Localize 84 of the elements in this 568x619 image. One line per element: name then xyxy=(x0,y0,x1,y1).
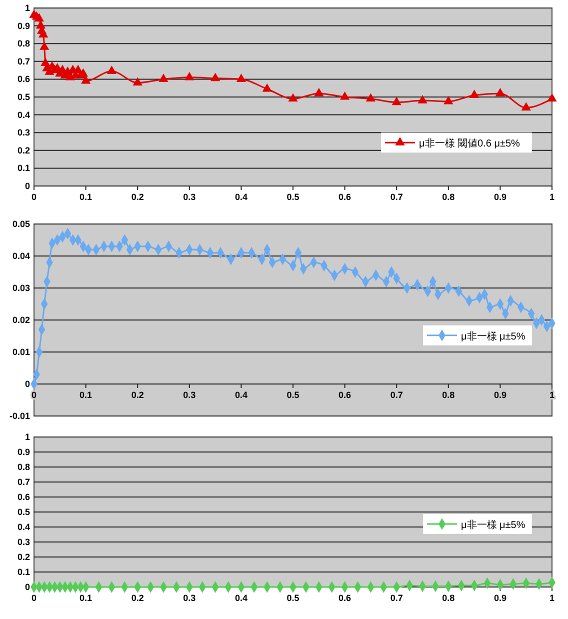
legend-label: μ非一様 μ±5% xyxy=(461,330,526,342)
y-tick-label: 0.7 xyxy=(17,56,30,66)
x-tick-label: 0.5 xyxy=(286,593,300,603)
y-tick-label: 0 xyxy=(24,181,30,191)
x-tick-label: 0.9 xyxy=(494,593,506,603)
point xyxy=(366,93,376,102)
y-tick-label: 0.2 xyxy=(17,145,30,156)
x-tick-label: 0.2 xyxy=(131,390,144,400)
y-tick-label: 0.2 xyxy=(17,552,30,562)
x-tick-label: 0.7 xyxy=(390,390,403,400)
point xyxy=(340,91,350,100)
point xyxy=(392,96,402,106)
legend-label: μ非一様 μ±5% xyxy=(461,519,526,531)
point xyxy=(262,83,272,92)
y-tick-label: 0.04 xyxy=(12,251,30,261)
point xyxy=(40,42,50,50)
x-tick-label: 1 xyxy=(549,593,555,603)
point xyxy=(521,102,531,110)
x-tick-label: 0.6 xyxy=(338,192,352,202)
x-tick-label: 0.4 xyxy=(234,390,248,400)
x-tick-label: 0.7 xyxy=(390,593,403,603)
y-tick-label: 0 xyxy=(24,582,30,592)
y-tick-label: 0.03 xyxy=(12,283,30,293)
y-tick-label: 0.5 xyxy=(17,92,30,102)
x-tick-label: 0.4 xyxy=(234,192,248,202)
point xyxy=(158,74,168,82)
point xyxy=(418,95,428,104)
y-tick-label: 0.4 xyxy=(17,522,30,532)
point xyxy=(495,88,506,96)
x-tick-label: 0.2 xyxy=(131,593,144,603)
x-tick-label: 0.8 xyxy=(442,593,455,603)
point xyxy=(184,72,194,80)
x-tick-label: 0.1 xyxy=(80,593,92,603)
x-tick-label: 1 xyxy=(549,192,555,202)
y-tick-label: 0.9 xyxy=(17,447,30,457)
legend-label: μ非一様 閾値0.6 μ±5% xyxy=(419,138,520,150)
x-tick-label: 0.1 xyxy=(80,390,92,400)
y-tick-label: 0.8 xyxy=(17,38,30,49)
y-tick-label: 1 xyxy=(24,432,30,442)
y-tick-label: 0.3 xyxy=(17,537,30,547)
x-tick-label: 0.6 xyxy=(338,390,352,400)
x-tick-label: 0.8 xyxy=(442,390,455,400)
y-tick-label: 0.6 xyxy=(17,492,30,502)
y-tick-label: 1 xyxy=(24,3,30,13)
y-tick-label: 0.01 xyxy=(12,347,30,357)
point xyxy=(236,74,246,82)
y-tick-label: 0.8 xyxy=(17,462,30,472)
y-tick-label: 0.4 xyxy=(17,110,30,120)
x-tick-label: 0.6 xyxy=(338,593,352,603)
point xyxy=(288,93,298,102)
y-tick-label: 0 xyxy=(24,379,30,389)
y-tick-label: 0.6 xyxy=(17,74,30,84)
y-tick-label: 0.3 xyxy=(17,128,30,138)
x-tick-label: 0.8 xyxy=(442,192,455,202)
x-tick-label: 0.3 xyxy=(183,192,196,202)
point xyxy=(444,96,454,104)
y-tick-label: 0.5 xyxy=(17,507,30,517)
y-tick-label: 0.9 xyxy=(17,20,30,31)
y-tick-label: 0.02 xyxy=(12,315,30,325)
x-tick-label: 0.9 xyxy=(494,192,506,202)
x-tick-label: 0 xyxy=(31,593,37,603)
y-tick-label: 0.1 xyxy=(17,567,30,577)
x-tick-label: 0.3 xyxy=(183,593,196,603)
y-tick-label: 0.1 xyxy=(17,163,30,174)
point xyxy=(106,66,117,74)
point xyxy=(314,88,324,96)
x-tick-label: 0.3 xyxy=(183,390,196,400)
point xyxy=(34,13,44,22)
point xyxy=(547,93,557,102)
y-tick-label: -0.01 xyxy=(9,411,30,421)
y-tick-label: 0.05 xyxy=(12,219,30,229)
y-tick-label: 0.7 xyxy=(17,477,30,487)
x-tick-label: 0.9 xyxy=(494,390,506,400)
x-tick-label: 0.4 xyxy=(234,593,248,603)
x-tick-label: 0.5 xyxy=(286,192,300,202)
x-tick-label: 0.7 xyxy=(390,192,403,202)
point xyxy=(210,72,220,82)
x-tick-label: 0.1 xyxy=(80,192,92,202)
point xyxy=(80,75,91,84)
x-tick-label: 0.5 xyxy=(286,390,300,400)
point xyxy=(132,77,142,86)
x-tick-label: 0 xyxy=(31,192,37,202)
point xyxy=(469,90,480,98)
x-tick-label: 0.2 xyxy=(131,192,144,202)
